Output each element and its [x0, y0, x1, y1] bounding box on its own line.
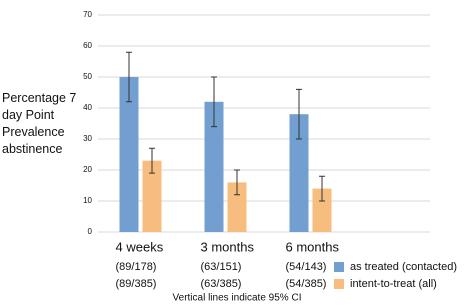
error-bar [149, 147, 155, 174]
y-tick-label: 0 [88, 227, 93, 236]
bar [119, 77, 139, 232]
sample-label: (89/385) [116, 278, 157, 290]
y-tick-label: 50 [83, 72, 92, 81]
x-tick-label: 3 months [201, 239, 255, 254]
y-tick-label: 20 [83, 165, 92, 174]
y-tick-label: 40 [83, 103, 92, 112]
bar [289, 114, 309, 232]
sample-label: (63/151) [201, 261, 242, 273]
legend-label: as treated (contacted) [350, 261, 457, 273]
bar [204, 101, 224, 232]
sample-label: (89/178) [116, 261, 157, 273]
bar [227, 182, 247, 232]
y-tick-label: 70 [83, 10, 92, 19]
sample-label: (54/143) [286, 261, 327, 273]
bar [142, 160, 162, 232]
y-tick-label: 10 [83, 196, 92, 205]
sample-label: (54/385) [286, 278, 327, 290]
x-tick-label: 6 months [286, 239, 340, 254]
legend-label: intent-to-treat (all) [350, 278, 437, 290]
error-bar [296, 88, 302, 140]
y-tick-label: 60 [83, 41, 92, 50]
error-bar [126, 51, 132, 103]
error-bar [234, 169, 240, 196]
x-tick-label: 4 weeks [116, 239, 164, 254]
error-bar [211, 76, 217, 128]
legend-swatch [334, 279, 344, 289]
footnote: Vertical lines indicate 95% CI [173, 293, 302, 304]
legend-swatch [334, 262, 344, 272]
y-tick-label: 30 [83, 134, 92, 143]
y-axis-label: Percentage 7 day Point Prevalence abstin… [2, 91, 77, 156]
error-bar [319, 175, 325, 202]
bar [312, 188, 332, 232]
sample-label: (63/385) [201, 278, 242, 290]
